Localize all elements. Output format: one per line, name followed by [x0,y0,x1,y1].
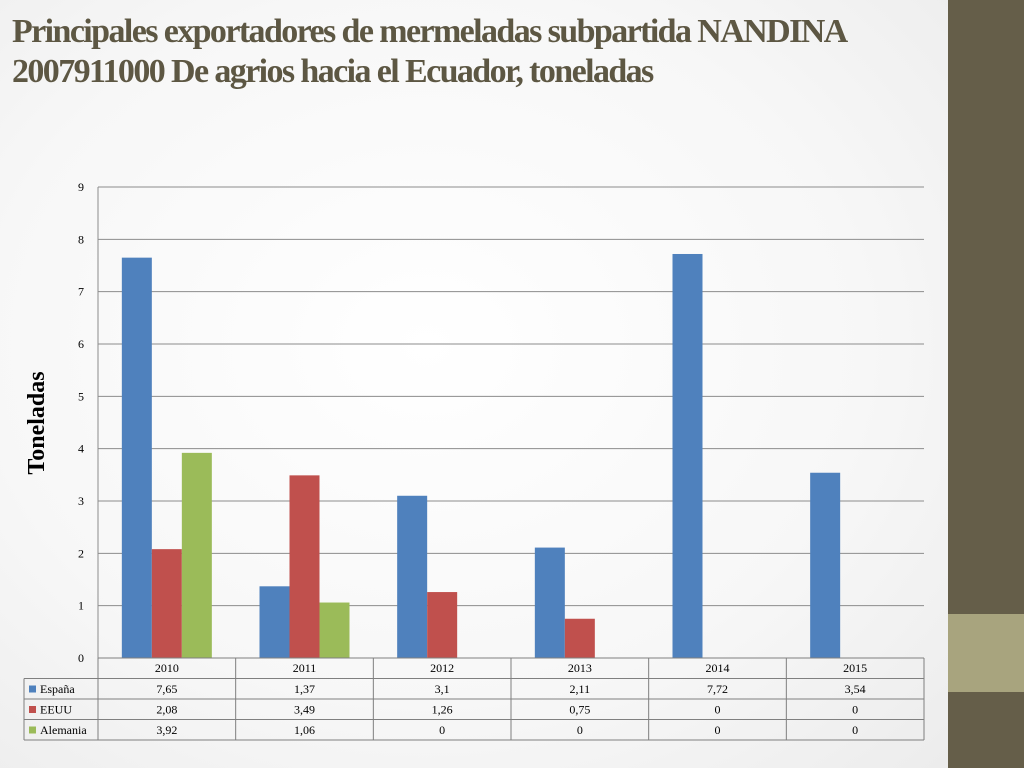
legend-swatch-alemania [29,726,36,734]
data-label: 3,49 [294,703,315,717]
data-label: 0 [577,723,583,737]
y-tick-label: 8 [78,232,84,246]
bar-eeuu-2010 [151,549,182,658]
x-tick-label-2014: 2014 [706,661,730,675]
data-label: 1,06 [294,723,315,737]
x-tick-label-2011: 2011 [293,661,317,675]
bar-alemania-2011 [319,602,350,658]
legend-label-eeuu: EEUU [40,703,72,717]
bar-eeuu-2013 [564,618,595,658]
bar-españa-2011 [259,586,290,658]
bar-españa-2014 [672,253,703,658]
legend-label-españa: España [40,682,75,696]
y-tick-label: 3 [78,494,84,508]
bar-españa-2010 [121,257,152,658]
y-tick-label: 6 [78,337,84,351]
data-label: 0 [852,723,858,737]
data-label: 1,26 [432,703,453,717]
data-label: 0 [715,703,721,717]
data-label: 0,75 [569,703,590,717]
data-label: 0 [852,703,858,717]
y-tick-label: 5 [78,389,84,403]
data-label: 3,92 [156,723,177,737]
slide-title: Principales exportadores de mermeladas s… [12,13,846,90]
y-tick-label: 2 [78,546,84,560]
x-tick-label-2010: 2010 [155,661,179,675]
data-label: 0 [439,723,445,737]
legend-label-alemania: Alemania [40,723,87,737]
bar-españa-2012 [397,495,428,658]
y-tick-label: 9 [78,180,84,194]
side-accent-block [948,614,1024,692]
data-label: 7,72 [707,682,728,696]
data-label: 3,54 [845,682,866,696]
data-label: 2,08 [156,703,177,717]
bar-alemania-2010 [181,452,212,658]
legend-swatch-eeuu [29,706,36,713]
bar-eeuu-2012 [427,592,458,658]
data-label: 2,11 [570,682,591,696]
y-tick-label: 1 [78,599,84,613]
x-tick-label-2012: 2012 [430,661,454,675]
x-tick-label-2013: 2013 [568,661,592,675]
data-label: 3,1 [435,682,450,696]
y-tick-label: 7 [78,285,84,299]
data-label: 7,65 [156,682,177,696]
y-axis-ticks: 0 1 2 3 4 5 6 7 8 9 [78,180,84,665]
y-tick-label: 4 [78,442,84,456]
legend-swatch-españa [29,685,36,693]
y-axis-label: Toneladas [24,371,50,474]
x-tick-label-2015: 2015 [843,661,867,675]
bar-chart: 0 1 2 3 4 5 6 7 8 9 2010 2011 2012 2013 2014 2015 Españ… [23,180,925,741]
bar-españa-2015 [810,472,841,658]
data-label: 1,37 [294,682,315,696]
gridlines [98,186,924,659]
bars [121,253,841,658]
y-tick-label: 0 [78,651,84,665]
data-label: 0 [715,723,721,737]
bar-eeuu-2011 [289,475,320,658]
data-table: 2010 2011 2012 2013 2014 2015 España 7,65 1,37 3,… [23,657,925,741]
bar-españa-2013 [534,547,565,658]
